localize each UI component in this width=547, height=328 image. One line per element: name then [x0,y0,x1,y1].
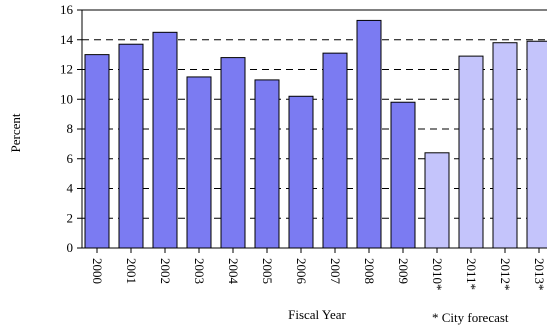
x-axis: 2000 2001 2002 2003 2004 2005 2006 2007 2008 2009… [82,247,547,291]
bar-2001 [118,43,144,249]
x-tick-label: 2005 [260,258,275,284]
bar-2007 [322,52,348,249]
x-tick-label: 2008 [362,258,377,284]
x-tick-label: 2004 [226,258,241,285]
bar-2013-forecast [526,40,547,249]
y-tick-label: 2 [67,210,74,225]
x-tick-label: 2006 [294,258,309,285]
bar-2002 [152,31,178,249]
bar-2008 [356,19,382,249]
y-tick-label: 14 [60,32,74,47]
bar-2006 [288,95,314,249]
y-tick-label: 16 [60,2,74,17]
bar-2011-forecast [458,55,484,249]
y-tick-label: 12 [60,62,73,77]
x-tick-label: 2002 [158,258,173,284]
x-tick-label: 2009 [396,258,411,284]
y-tick-label: 6 [67,151,74,166]
y-tick-label: 8 [67,121,74,136]
bar-2005 [254,79,280,249]
bar-2004 [220,57,246,249]
bar-2003 [186,76,212,249]
x-tick-label: 2010* [430,258,445,291]
forecast-footnote: * City forecast [432,310,509,325]
bars [84,19,547,249]
y-axis-title: Percent [8,113,23,152]
bar-2010-forecast [424,152,450,249]
bar-2009 [390,101,416,249]
x-tick-label: 2007 [328,258,343,285]
y-axis: 0 2 4 6 8 10 12 14 16 [60,2,83,255]
x-tick-label: 2013* [532,258,547,291]
x-axis-title: Fiscal Year [288,307,346,322]
y-tick-label: 10 [60,91,73,106]
bar-2000 [84,54,110,249]
x-tick-label: 2000 [90,258,105,284]
x-tick-label: 2003 [192,258,207,284]
y-tick-label: 4 [67,181,74,196]
x-tick-label: 2012* [498,258,513,291]
y-tick-label: 0 [67,240,74,255]
x-tick-label: 2001 [124,258,139,284]
x-tick-label: 2011* [464,258,479,290]
bar-2012-forecast [492,42,518,249]
